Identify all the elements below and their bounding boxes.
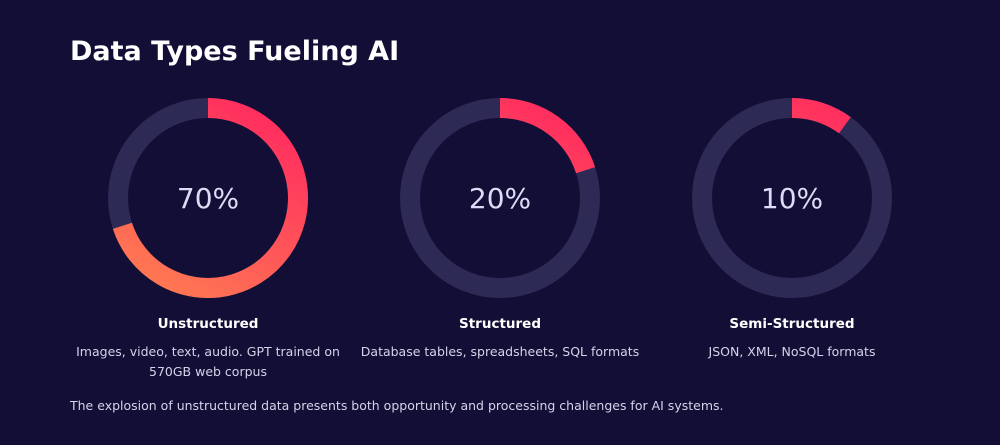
value-label: 70% [177,182,239,215]
donut-arc [791,98,851,134]
value-label: 20% [469,182,531,215]
chart-card: 20% Structured Database tables, spreadshee… [350,98,650,388]
footnote: The explosion of unstructured data prese… [70,398,724,413]
donut-chart: 70% [108,98,308,298]
value-label: 10% [761,182,823,215]
donut-chart: 10% [692,98,892,298]
category-name: Unstructured [157,316,259,332]
category-name: Structured [459,316,541,332]
page-title: Data Types Fueling AI [70,36,400,67]
donut-arc [499,98,596,174]
donut-arc [112,98,308,298]
category-name: Semi-Structured [729,316,855,332]
donut-chart: 20% [400,98,600,298]
category-description: Database tables, spreadsheets, SQL forma… [360,344,640,359]
chart-card: 10% Semi-Structured JSON, XML, NoSQL forma… [642,98,942,388]
category-description: Images, video, text, audio. GPT trained … [76,344,340,379]
category-description: JSON, XML, NoSQL formats [708,344,876,359]
chart-card: 70% Unstructured Images, video, text, audi… [58,98,358,388]
